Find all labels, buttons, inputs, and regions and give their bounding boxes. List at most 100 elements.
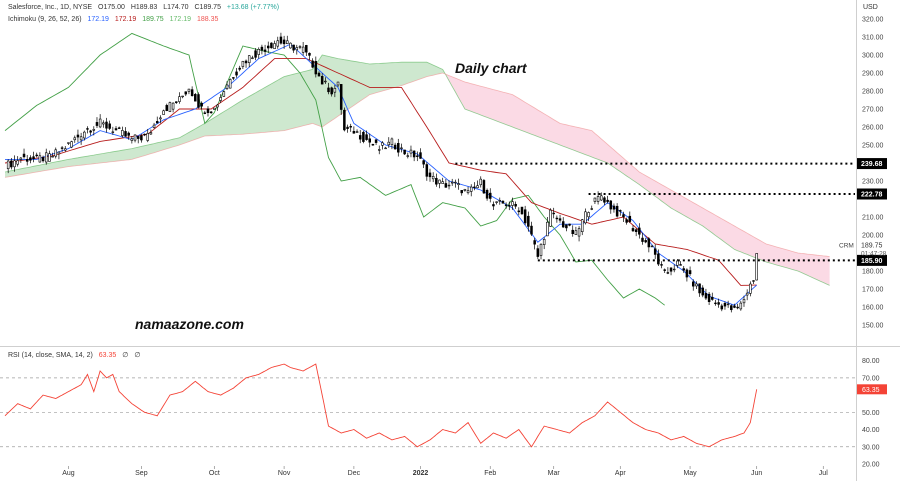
candle-body	[508, 205, 511, 207]
symbol-legend[interactable]: Salesforce, Inc., 1D, NYSE O175.00 H189.…	[8, 4, 283, 11]
time-tick-label: Dec	[348, 470, 361, 477]
time-tick-label: Oct	[209, 470, 220, 477]
candle-body	[228, 79, 232, 89]
candle-body	[292, 44, 295, 51]
candle-body	[726, 303, 730, 306]
candle-body	[666, 272, 670, 274]
candle-body	[384, 147, 387, 150]
time-tick-label: May	[683, 470, 697, 477]
base-line	[4, 58, 757, 286]
candle-body	[48, 153, 51, 162]
candle-body	[251, 57, 254, 59]
rsi-tick-label: 40.00	[862, 427, 880, 434]
candle-body	[422, 160, 425, 165]
candle-body	[425, 164, 429, 177]
crm-symbol-tag: CRM	[839, 242, 854, 249]
candle-body	[473, 186, 476, 189]
candle-body	[650, 245, 654, 248]
candle-body	[146, 133, 149, 141]
price-tick-label: 270.00	[862, 107, 884, 114]
candle-body	[549, 209, 552, 227]
candle-body	[441, 181, 444, 184]
candle-body	[565, 224, 568, 229]
currency-label: USD	[863, 4, 878, 11]
candle-body	[707, 293, 711, 302]
candle-body	[305, 45, 308, 53]
candle-body	[51, 156, 54, 158]
symbol-name: Salesforce, Inc., 1D, NYSE	[8, 4, 93, 11]
price-axis[interactable]: 150.00 160.00 170.00 180.00 200.00 210.00 230.…	[862, 17, 884, 330]
candlestick-series	[6, 32, 758, 313]
candle-body	[431, 176, 435, 180]
time-tick-label: Nov	[278, 470, 291, 477]
price-tick-label: 210.00	[862, 215, 884, 222]
candle-body	[447, 184, 451, 187]
candle-body	[546, 221, 549, 237]
candle-body	[536, 248, 540, 257]
candle-body	[92, 129, 96, 131]
kumo-cloud	[4, 54, 830, 286]
time-tick-label: Jul	[819, 470, 828, 477]
candle-body	[511, 201, 514, 206]
candle-body	[235, 71, 238, 76]
candle-body	[178, 96, 181, 102]
candle-body	[406, 155, 410, 157]
candle-body	[381, 142, 384, 146]
candle-body	[520, 206, 524, 215]
candle-body	[286, 40, 289, 44]
candle-body	[495, 201, 498, 203]
candle-body	[435, 177, 438, 185]
candle-body	[83, 131, 86, 139]
candle-body	[752, 280, 755, 282]
price-tick-label: 320.00	[862, 17, 884, 24]
candle-body	[10, 160, 13, 168]
candle-body	[349, 126, 352, 128]
candle-body	[238, 67, 241, 70]
candle-body	[412, 150, 416, 158]
time-tick-label: Aug	[62, 470, 75, 477]
candle-body	[339, 84, 343, 110]
ichimoku-legend[interactable]: Ichimoku (9, 26, 52, 26) 172.19 172.19 1…	[8, 16, 222, 23]
candle-body	[400, 147, 403, 149]
price-tick-label: 250.00	[862, 143, 884, 150]
level-tag-239-bg	[857, 158, 887, 170]
candle-body	[98, 118, 102, 128]
candle-body	[561, 221, 565, 228]
ichimoku-base-value: 172.19	[114, 16, 137, 23]
conversion-line	[5, 43, 757, 306]
candle-body	[691, 281, 695, 287]
candle-body	[127, 132, 130, 136]
ichimoku-lagging-value: 189.75	[142, 16, 164, 23]
rsi-legend[interactable]: RSI (14, close, SMA, 14, 2) 63.35 ∅ ∅	[8, 351, 144, 359]
ohlc-low: L174.70	[163, 4, 189, 11]
rsi-tick-label: 20.00	[862, 462, 880, 469]
candle-body	[203, 112, 207, 114]
candle-body	[32, 156, 35, 159]
candle-body	[698, 283, 701, 294]
rsi-axis[interactable]: 20.00 30.00 40.00 50.00 70.00 80.00 63.35	[857, 358, 887, 469]
kumo-bearish	[445, 74, 830, 286]
candle-body	[136, 136, 140, 139]
candle-body	[409, 149, 413, 154]
candle-body	[168, 102, 172, 112]
rsi-tick-label: 50.00	[862, 410, 880, 417]
rsi-value: 63.35	[98, 352, 117, 359]
level-tag-222: 222.78	[861, 191, 883, 198]
candle-body	[454, 181, 457, 184]
candle-body	[504, 204, 508, 206]
price-tick-label: 170.00	[862, 287, 884, 294]
candle-body	[558, 218, 562, 221]
candle-body	[270, 42, 273, 49]
candle-body	[444, 183, 448, 188]
candle-body	[695, 283, 698, 287]
candle-body	[16, 160, 19, 165]
time-axis[interactable]: Aug Sep Oct Nov Dec 2022 Feb Mar Apr May Jun Jul	[62, 466, 828, 477]
candle-body	[596, 196, 600, 202]
candle-body	[54, 149, 57, 157]
rsi-tick-label: 80.00	[862, 358, 880, 365]
price-tick-label: 310.00	[862, 35, 884, 42]
candle-body	[672, 268, 676, 271]
time-tick-label: Mar	[548, 470, 561, 477]
candle-body	[374, 139, 378, 143]
